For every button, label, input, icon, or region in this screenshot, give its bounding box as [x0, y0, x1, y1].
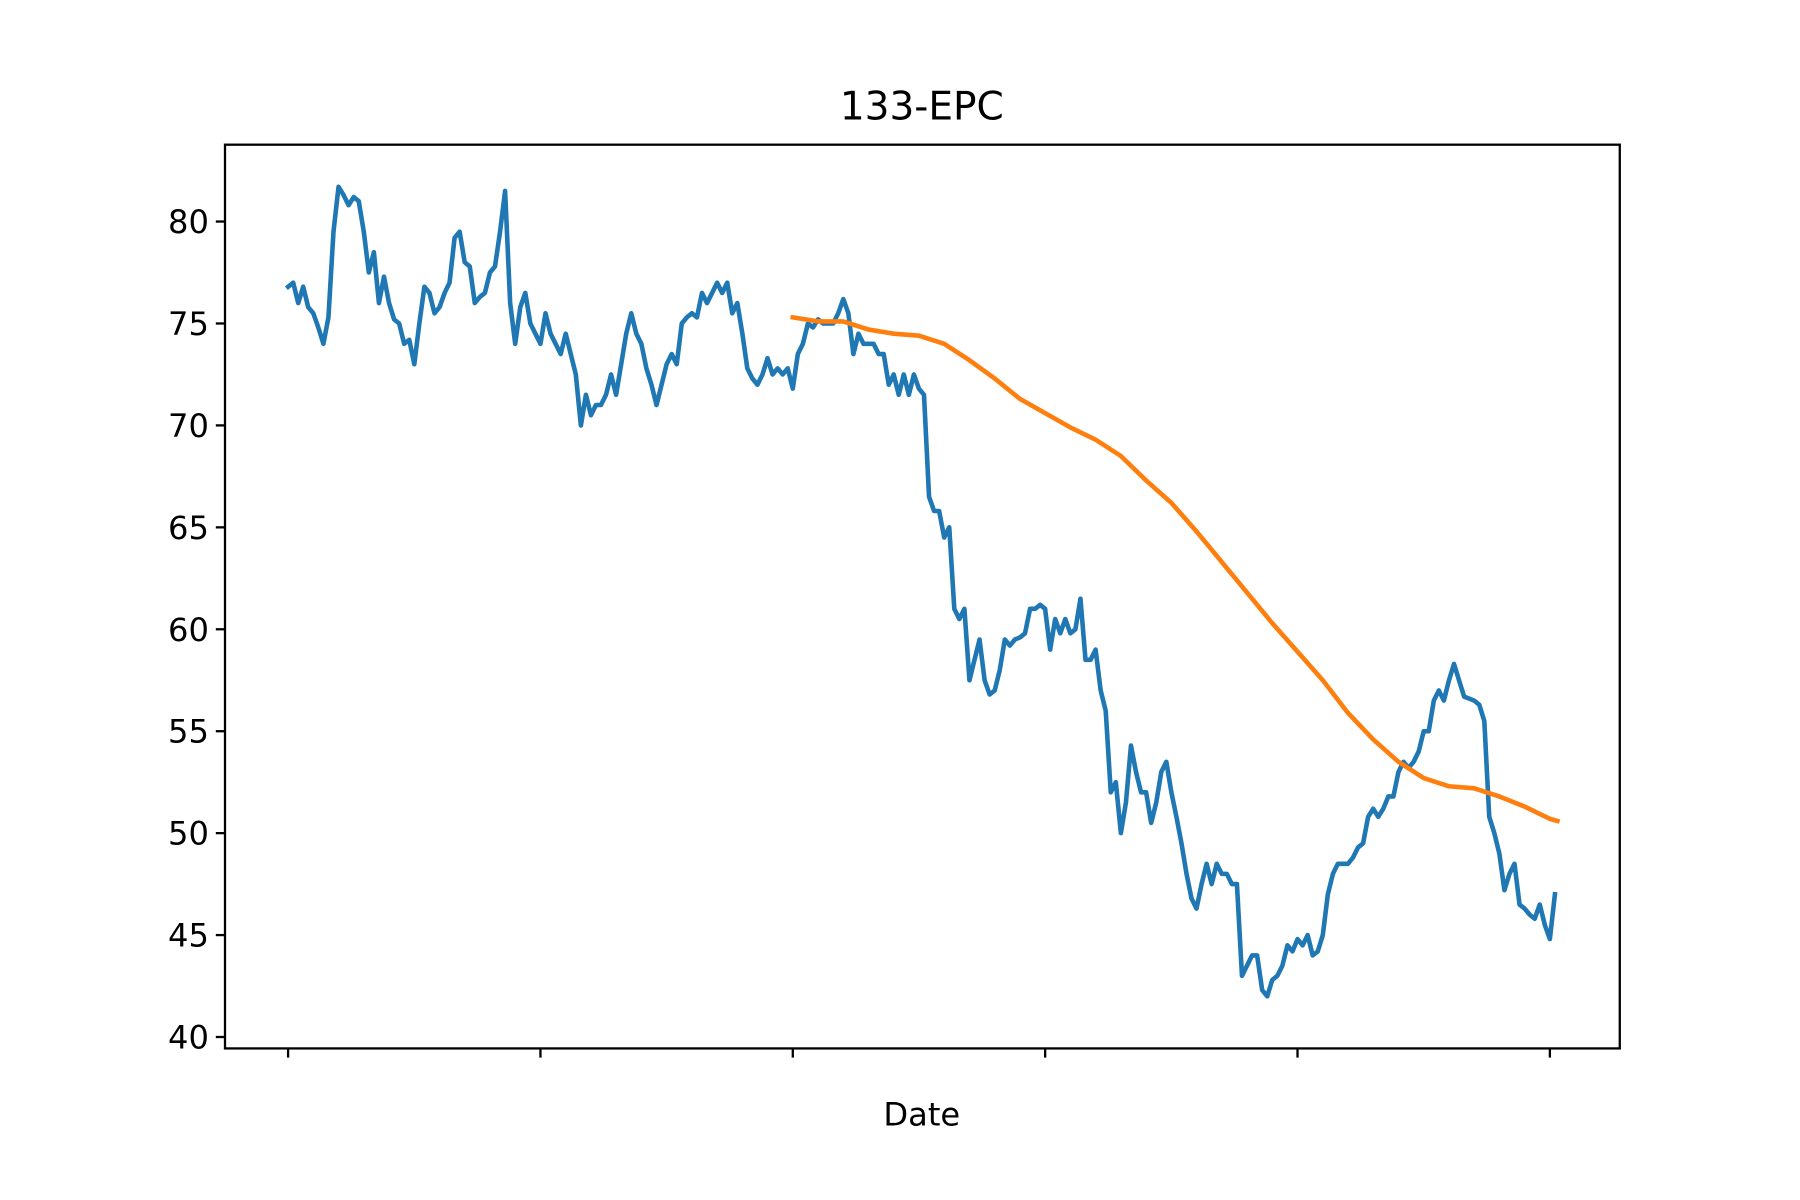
- y-tick-label: 80: [168, 203, 209, 241]
- y-tick-label: 40: [168, 1018, 209, 1056]
- chart-title: 133-EPC: [840, 84, 1004, 129]
- y-tick-label: 45: [168, 917, 209, 955]
- y-tick-label: 75: [168, 305, 209, 343]
- y-tick-label: 60: [168, 611, 209, 649]
- y-tick-label: 50: [168, 815, 209, 853]
- x-axis-label: Date: [883, 1095, 960, 1133]
- y-tick-label: 55: [168, 713, 209, 751]
- y-tick-label: 70: [168, 407, 209, 445]
- plot-frame: [223, 143, 1621, 1050]
- line-series: [284, 184, 1558, 999]
- y-tick-label: 65: [168, 509, 209, 547]
- line-series: [790, 314, 1561, 824]
